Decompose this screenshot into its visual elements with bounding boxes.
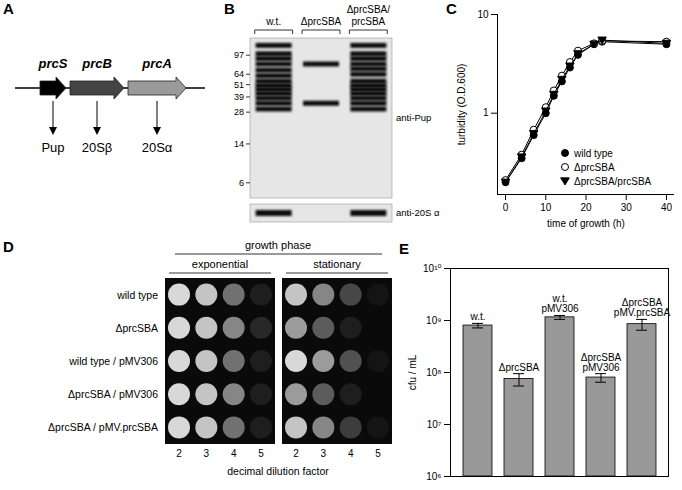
svg-text:10: 10	[477, 9, 489, 20]
svg-text:39: 39	[234, 92, 244, 102]
html-text:D: D	[3, 238, 14, 255]
svg-text:10⁸: 10⁸	[426, 367, 441, 378]
svg-text:10¹⁰: 10¹⁰	[423, 263, 441, 274]
svg-text:wild type: wild type	[573, 148, 613, 159]
svg-text:ΔprcSBApMV.prcSBA: ΔprcSBApMV.prcSBA	[614, 297, 671, 318]
svg-text:Pup: Pup	[41, 140, 64, 155]
svg-text:wild type: wild type	[116, 289, 158, 301]
svg-text:prcS: prcS	[38, 56, 68, 71]
svg-text:prcSBA: prcSBA	[351, 16, 385, 27]
html-text:C: C	[446, 0, 457, 17]
svg-text:ΔprcSBA / pMV.prcSBA: ΔprcSBA / pMV.prcSBA	[48, 421, 158, 433]
svg-text:decimal dilution factor: decimal dilution factor	[227, 465, 329, 477]
svg-text:prcB: prcB	[81, 56, 112, 71]
svg-text:3: 3	[204, 448, 210, 459]
svg-text:10: 10	[540, 202, 552, 213]
svg-text:w.t.: w.t.	[265, 16, 281, 27]
svg-text:w.t.pMV306: w.t.pMV306	[541, 293, 579, 314]
svg-text:97: 97	[234, 50, 244, 60]
svg-text:5: 5	[375, 448, 381, 459]
svg-text:51: 51	[234, 80, 244, 90]
svg-text:ΔprcSBA: ΔprcSBA	[115, 322, 158, 334]
svg-text:ΔprcSBApMV306: ΔprcSBApMV306	[581, 352, 622, 373]
svg-text:10⁷: 10⁷	[427, 419, 442, 430]
svg-text:20: 20	[580, 202, 592, 213]
svg-text:ΔprcSBA/: ΔprcSBA/	[347, 4, 391, 15]
svg-text:ΔprcSBA / pMV306: ΔprcSBA / pMV306	[68, 388, 158, 400]
svg-text:growth phase: growth phase	[245, 239, 311, 251]
html-text:A: A	[3, 0, 14, 17]
svg-text:w.t.: w.t.	[469, 311, 485, 322]
svg-text:6: 6	[239, 178, 244, 188]
svg-text:anti-20S α: anti-20S α	[396, 207, 440, 218]
svg-text:4: 4	[231, 448, 237, 459]
svg-text:exponential: exponential	[192, 258, 248, 270]
svg-text:10⁹: 10⁹	[426, 315, 441, 326]
svg-text:4: 4	[348, 448, 354, 459]
svg-text:10⁶: 10⁶	[426, 471, 441, 482]
svg-text:40: 40	[661, 202, 673, 213]
svg-text:2: 2	[176, 448, 182, 459]
svg-text:20Sα: 20Sα	[142, 140, 173, 155]
html-text:E: E	[399, 240, 409, 257]
svg-text:ΔprcSBA/prcSBA: ΔprcSBA/prcSBA	[574, 176, 652, 187]
svg-text:prcA: prcA	[141, 56, 172, 71]
svg-text:cfu / mL: cfu / mL	[407, 354, 418, 390]
svg-text:28: 28	[234, 107, 244, 117]
svg-text:1: 1	[483, 107, 489, 118]
svg-text:30: 30	[621, 202, 633, 213]
svg-text:14: 14	[234, 139, 244, 149]
svg-text:wild type / pMV306: wild type / pMV306	[68, 355, 158, 367]
html-text:B: B	[224, 0, 235, 17]
svg-text:20Sβ: 20Sβ	[82, 140, 113, 155]
svg-text:turbidity (O.D.600): turbidity (O.D.600)	[456, 64, 467, 146]
svg-text:5: 5	[258, 448, 264, 459]
svg-text:2: 2	[293, 448, 299, 459]
svg-text:ΔprcSBA: ΔprcSBA	[574, 162, 615, 173]
svg-text:ΔprcSBA: ΔprcSBA	[301, 16, 342, 27]
svg-text:stationary: stationary	[313, 258, 361, 270]
svg-text:ΔprcSBA: ΔprcSBA	[499, 362, 540, 373]
svg-text:anti-Pup: anti-Pup	[396, 112, 431, 123]
svg-text:64: 64	[234, 69, 244, 79]
svg-text:0: 0	[503, 202, 509, 213]
svg-text:3: 3	[321, 448, 327, 459]
svg-text:time of growth (h): time of growth (h)	[547, 218, 625, 229]
